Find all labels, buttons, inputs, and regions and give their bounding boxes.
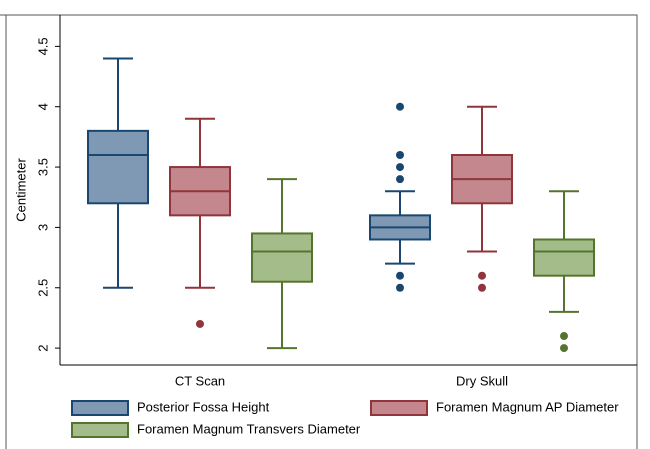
y-tick-label: 2.5 bbox=[35, 279, 50, 297]
legend-swatch bbox=[71, 400, 129, 416]
outlier bbox=[560, 344, 568, 353]
legend-label: Posterior Fossa Height bbox=[137, 399, 270, 414]
outlier bbox=[396, 271, 404, 280]
y-tick-label: 3.5 bbox=[35, 158, 50, 176]
y-axis-label: Centimeter bbox=[13, 158, 28, 222]
outlier bbox=[478, 271, 486, 280]
y-tick-label: 3 bbox=[35, 224, 50, 231]
legend-label: Foramen Magnum AP Diameter bbox=[436, 399, 619, 414]
outlier bbox=[396, 283, 404, 292]
outlier bbox=[396, 102, 404, 111]
y-tick-label: 4 bbox=[35, 103, 50, 110]
box bbox=[251, 232, 313, 283]
y-tick-label: 4.5 bbox=[35, 37, 50, 55]
outlier bbox=[396, 175, 404, 184]
outlier bbox=[396, 151, 404, 159]
x-tick-label: CT Scan bbox=[175, 373, 225, 388]
box bbox=[87, 129, 149, 205]
legend-swatch bbox=[370, 400, 428, 416]
outlier bbox=[560, 332, 568, 341]
outlier bbox=[396, 163, 404, 172]
frame bbox=[0, 14, 638, 449]
outlier bbox=[196, 319, 204, 328]
y-tick-label: 2 bbox=[35, 344, 50, 351]
legend-swatch bbox=[71, 422, 129, 438]
x-tick-label: Dry Skull bbox=[456, 373, 508, 388]
box bbox=[533, 238, 595, 277]
legend-label: Foramen Magnum Transvers Diameter bbox=[137, 421, 361, 436]
outlier bbox=[478, 283, 486, 292]
